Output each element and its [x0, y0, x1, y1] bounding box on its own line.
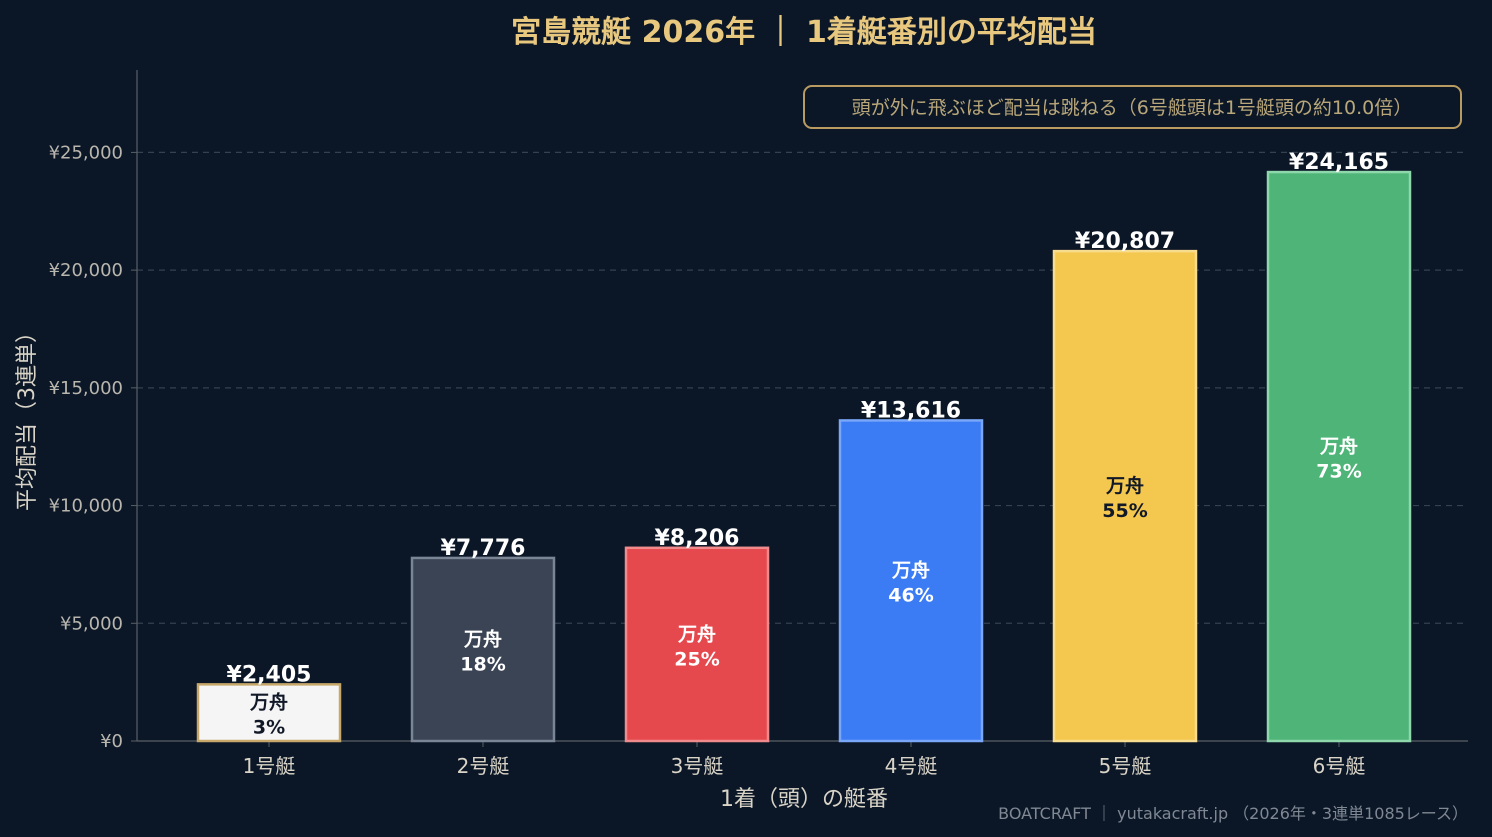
bar — [1052, 249, 1198, 743]
bar-inner-pct: 73% — [1316, 461, 1361, 483]
bar-value-label: ¥24,165 — [1289, 150, 1389, 175]
bar-value-label: ¥2,405 — [227, 662, 312, 687]
bar-value-label: ¥8,206 — [655, 526, 740, 551]
bar-inner-pct: 46% — [888, 585, 933, 607]
x-tick-label: 4号艇 — [885, 754, 938, 778]
bar-value-label: ¥20,807 — [1075, 229, 1175, 254]
bar-value-label: ¥7,776 — [441, 536, 526, 561]
y-tick-label: ¥10,000 — [49, 496, 123, 517]
bar-inner-pct: 18% — [460, 653, 505, 675]
axes: ¥0 ¥5,000 ¥10,000 ¥15,000 ¥20,000 ¥25,000 1号艇 2… — [49, 70, 1468, 778]
bar — [838, 419, 984, 743]
x-tick-label: 1号艇 — [243, 754, 296, 778]
bar-inner-label: 万舟 — [1319, 435, 1358, 458]
bar-inner-label: 万舟 — [463, 627, 502, 650]
bar-inner-label: 万舟 — [677, 622, 716, 645]
y-tick-label: ¥0 — [100, 731, 123, 752]
x-tick-label: 2号艇 — [457, 754, 510, 778]
footer-credit: BOATCRAFT ｜ yutakacraft.jp （2026年・3連単108… — [998, 804, 1468, 823]
y-tick-label: ¥5,000 — [60, 613, 123, 634]
bar — [1266, 170, 1412, 743]
bar — [410, 556, 556, 743]
y-tick-label: ¥15,000 — [49, 378, 123, 399]
y-tick-label: ¥20,000 — [49, 260, 123, 281]
grid-lines — [137, 151, 1468, 624]
chart-title: 宮島競艇 2026年 ｜ 1着艇番別の平均配当 — [511, 15, 1097, 50]
bar-labels: ¥2,405 万舟 3% ¥7,776 万舟 18% ¥8,206 万舟 25% ¥13,616 万… — [227, 150, 1390, 739]
bar-value-label: ¥13,616 — [861, 398, 961, 423]
bar-inner-label: 万舟 — [891, 559, 930, 582]
y-tick-label: ¥25,000 — [49, 142, 123, 163]
y-axis-label: 平均配当（3連単） — [15, 321, 40, 511]
bar-inner-pct: 55% — [1102, 500, 1147, 522]
bar-inner-label: 万舟 — [249, 691, 288, 714]
bars — [196, 170, 1412, 743]
x-tick-label: 6号艇 — [1313, 754, 1366, 778]
bar-inner-pct: 3% — [253, 717, 285, 739]
bar — [624, 546, 770, 743]
x-axis-label: 1着（頭）の艇番 — [720, 787, 888, 812]
x-tick-label: 3号艇 — [671, 754, 724, 778]
bar-inner-pct: 25% — [674, 648, 719, 670]
bar — [196, 683, 342, 743]
annotation-box: 頭が外に飛ぶほど配当は跳ねる（6号艇頭は1号艇頭の約10.0倍） — [803, 85, 1462, 129]
x-tick-label: 5号艇 — [1099, 754, 1152, 778]
bar-inner-label: 万舟 — [1105, 474, 1144, 497]
annotation-frame — [803, 85, 1462, 129]
annotation-text: 頭が外に飛ぶほど配当は跳ねる（6号艇頭は1号艇頭の約10.0倍） — [852, 97, 1412, 119]
